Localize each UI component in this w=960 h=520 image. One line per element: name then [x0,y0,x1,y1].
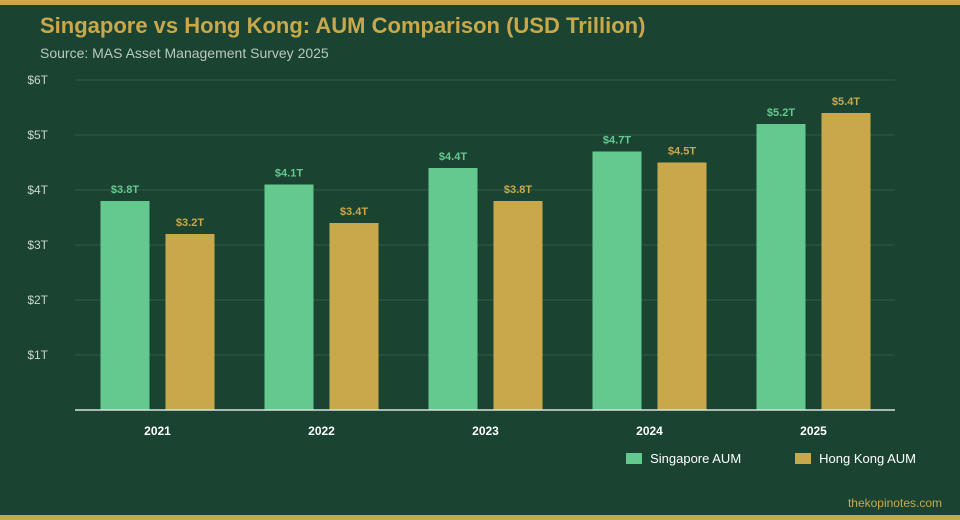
x-tick-label-2025: 2025 [800,424,827,438]
x-tick-label-2021: 2021 [144,424,171,438]
data-label-hong-kong-2023: $3.8T [504,184,532,196]
data-label-hong-kong-2024: $4.5T [668,146,696,158]
bar-chart: $1T $2T $3T $4T $5T $6T $3.8T $3.2T 2021 $4.1T $3.… [27,73,895,438]
bar-singapore-2023 [428,168,478,410]
legend-label-singapore: Singapore AUM [650,451,742,466]
bar-singapore-2025 [756,124,806,410]
data-label-hong-kong-2022: $3.4T [340,206,368,218]
bar-singapore-2024 [592,151,642,410]
data-label-singapore-2022: $4.1T [275,168,303,180]
legend-swatch-hong-kong [795,453,812,464]
data-label-hong-kong-2025: $5.4T [832,96,860,108]
chart-subtitle: Source: MAS Asset Management Survey 2025 [40,45,329,61]
data-label-singapore-2024: $4.7T [603,135,631,147]
y-tick-label-1: $2T [27,293,48,307]
data-label-hong-kong-2021: $3.2T [176,217,204,229]
legend-item-hong-kong: Hong Kong AUM [795,451,916,466]
bar-hong-kong-2025 [821,113,871,410]
bar-hong-kong-2021 [165,234,215,410]
site-credit: thekopinotes.com [847,496,942,510]
legend-swatch-singapore [626,453,643,464]
legend-item-singapore: Singapore AUM [626,451,741,466]
bar-singapore-2021 [100,201,150,410]
data-label-singapore-2023: $4.4T [439,151,467,163]
data-label-singapore-2025: $5.2T [767,107,795,119]
data-label-singapore-2021: $3.8T [111,184,139,196]
x-tick-label-2022: 2022 [308,424,335,438]
bar-hong-kong-2023 [493,201,543,410]
y-tick-label-5: $6T [27,73,48,87]
y-tick-label-3: $4T [27,183,48,197]
legend: Singapore AUM Hong Kong AUM [626,451,916,466]
bar-hong-kong-2024 [657,162,707,410]
y-tick-label-0: $1T [27,348,48,362]
x-tick-label-2023: 2023 [472,424,499,438]
legend-label-hong-kong: Hong Kong AUM [819,451,916,466]
y-tick-label-2: $3T [27,238,48,252]
bar-singapore-2022 [264,184,314,410]
y-tick-label-4: $5T [27,128,48,142]
bar-hong-kong-2022 [329,223,379,410]
x-tick-label-2024: 2024 [636,424,663,438]
chart-title: Singapore vs Hong Kong: AUM Comparison (… [40,13,646,38]
